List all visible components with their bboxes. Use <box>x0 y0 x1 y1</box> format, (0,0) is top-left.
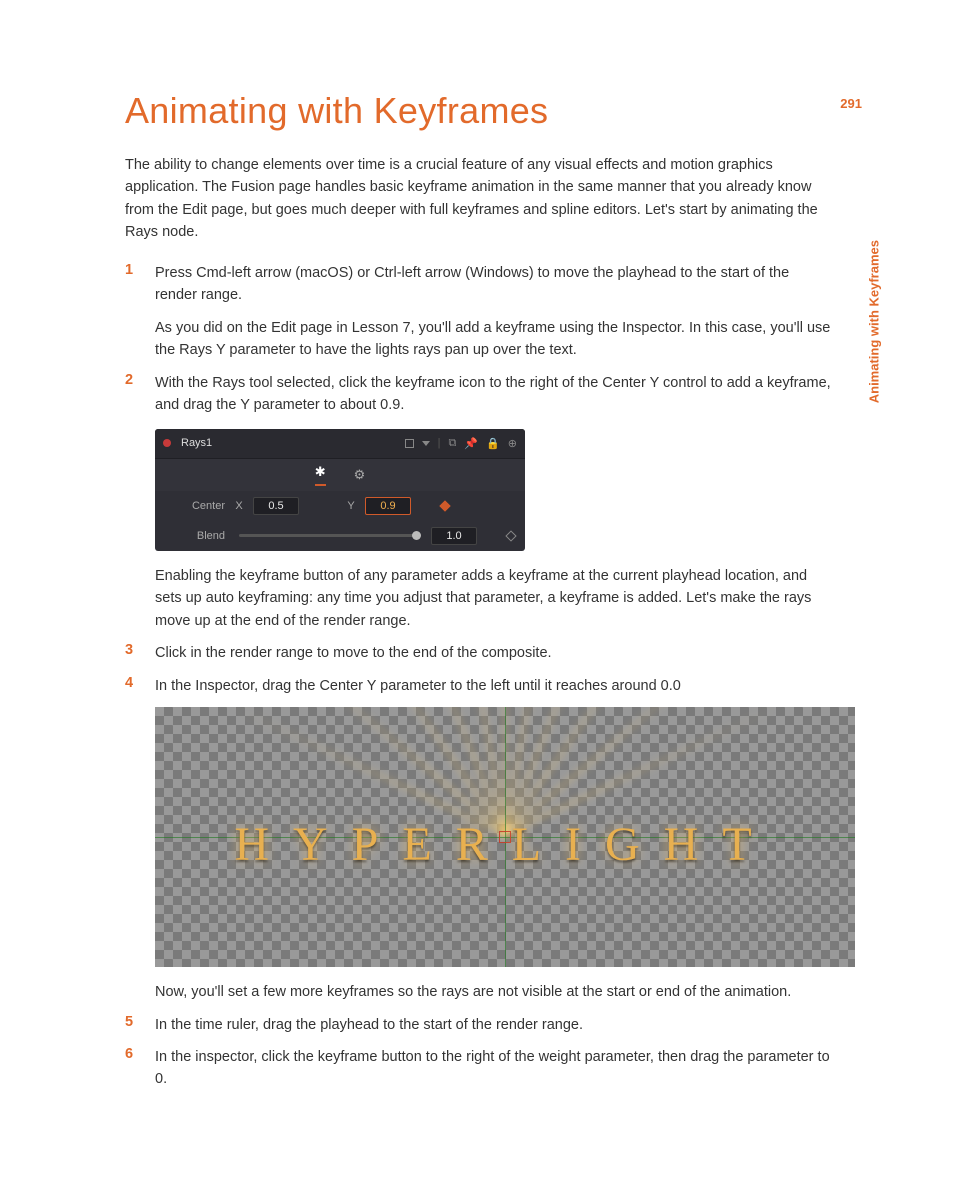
step-item: 5In the time ruler, drag the playhead to… <box>125 1014 834 1036</box>
section-side-label: Animating with Keyframes <box>866 240 881 403</box>
blend-value[interactable]: 1.0 <box>431 527 477 545</box>
controls-tab-icon[interactable]: ✱ <box>315 464 326 486</box>
step-paragraph: Click in the render range to move to the… <box>155 642 834 664</box>
step-paragraph: With the Rays tool selected, click the k… <box>155 372 834 417</box>
blend-slider[interactable] <box>239 534 417 537</box>
step-item: 2With the Rays tool selected, click the … <box>125 372 834 417</box>
ray-beam <box>233 707 506 835</box>
step-body: In the Inspector, drag the Center Y para… <box>155 675 834 697</box>
step-paragraph: In the time ruler, drag the playhead to … <box>155 1014 834 1036</box>
post-preview-paragraph: Now, you'll set a few more keyframes so … <box>155 981 834 1003</box>
step-number: 5 <box>125 1014 155 1036</box>
ray-beam <box>504 707 735 835</box>
step-paragraph: In the inspector, click the keyframe but… <box>155 1046 834 1091</box>
ray-beam <box>504 707 558 834</box>
ray-beam <box>504 707 678 835</box>
versions-icon[interactable] <box>405 439 414 448</box>
step-item: 4In the Inspector, drag the Center Y par… <box>125 675 834 697</box>
lock-icon[interactable]: 🔒 <box>486 437 500 450</box>
x-axis-label: X <box>233 500 245 512</box>
center-x-input[interactable] <box>253 497 299 515</box>
step-body: In the inspector, click the keyframe but… <box>155 1046 834 1091</box>
page-title: Animating with Keyframes <box>125 90 834 132</box>
step-body: Click in the render range to move to the… <box>155 642 834 664</box>
y-axis-label: Y <box>345 500 357 512</box>
ray-beam <box>275 707 506 835</box>
inspector-header: Rays1 | ⧉ 📌 🔒 ⊕ <box>155 429 525 459</box>
step-number: 3 <box>125 642 155 664</box>
center-y-input[interactable] <box>365 497 411 515</box>
viewer-preview: HYPERLIGHT <box>155 707 855 967</box>
step-item: 1Press Cmd-left arrow (macOS) or Ctrl-le… <box>125 262 834 362</box>
step-paragraph: Press Cmd-left arrow (macOS) or Ctrl-lef… <box>155 262 834 307</box>
intro-paragraph: The ability to change elements over time… <box>125 154 834 244</box>
step-body: In the time ruler, drag the playhead to … <box>155 1014 834 1036</box>
hyperlight-title-text: HYPERLIGHT <box>155 817 855 872</box>
step-body: With the Rays tool selected, click the k… <box>155 372 834 417</box>
expand-icon[interactable] <box>422 441 430 446</box>
ray-beam <box>332 707 506 835</box>
ray-beam <box>452 707 506 834</box>
clipboard-icon[interactable]: ⧉ <box>449 437 457 450</box>
settings-icon[interactable]: ⊕ <box>508 437 517 450</box>
step-number: 6 <box>125 1046 155 1091</box>
ray-beam <box>504 707 618 834</box>
step-number: 1 <box>125 262 155 362</box>
ray-beam <box>505 707 778 835</box>
step-item: 6In the inspector, click the keyframe bu… <box>125 1046 834 1091</box>
page-number: 291 <box>840 96 862 111</box>
center-label: Center <box>165 500 225 512</box>
blend-row: Blend 1.0 <box>155 521 525 551</box>
inspector-tabs: ✱ ⚙ <box>155 459 525 491</box>
step-paragraph: As you did on the Edit page in Lesson 7,… <box>155 317 834 362</box>
center-row: Center X Y <box>155 491 525 521</box>
blend-label: Blend <box>165 530 225 542</box>
step-item: 3Click in the render range to move to th… <box>125 642 834 664</box>
inspector-panel: Rays1 | ⧉ 📌 🔒 ⊕ ✱ ⚙ Center X Y <box>155 429 525 551</box>
node-color-dot <box>163 439 171 447</box>
node-name: Rays1 <box>181 437 212 449</box>
settings-tab-icon[interactable]: ⚙ <box>354 467 366 483</box>
step-number: 4 <box>125 675 155 697</box>
post-inspector-paragraph: Enabling the keyframe button of any para… <box>155 565 834 632</box>
step-number: 2 <box>125 372 155 417</box>
divider: | <box>438 437 441 449</box>
pin-icon[interactable]: 📌 <box>464 437 478 450</box>
ray-beam <box>392 707 506 834</box>
keyframe-y-button[interactable] <box>439 500 450 511</box>
step-body: Press Cmd-left arrow (macOS) or Ctrl-lef… <box>155 262 834 362</box>
keyframe-blend-button[interactable] <box>505 530 516 541</box>
step-paragraph: In the Inspector, drag the Center Y para… <box>155 675 834 697</box>
